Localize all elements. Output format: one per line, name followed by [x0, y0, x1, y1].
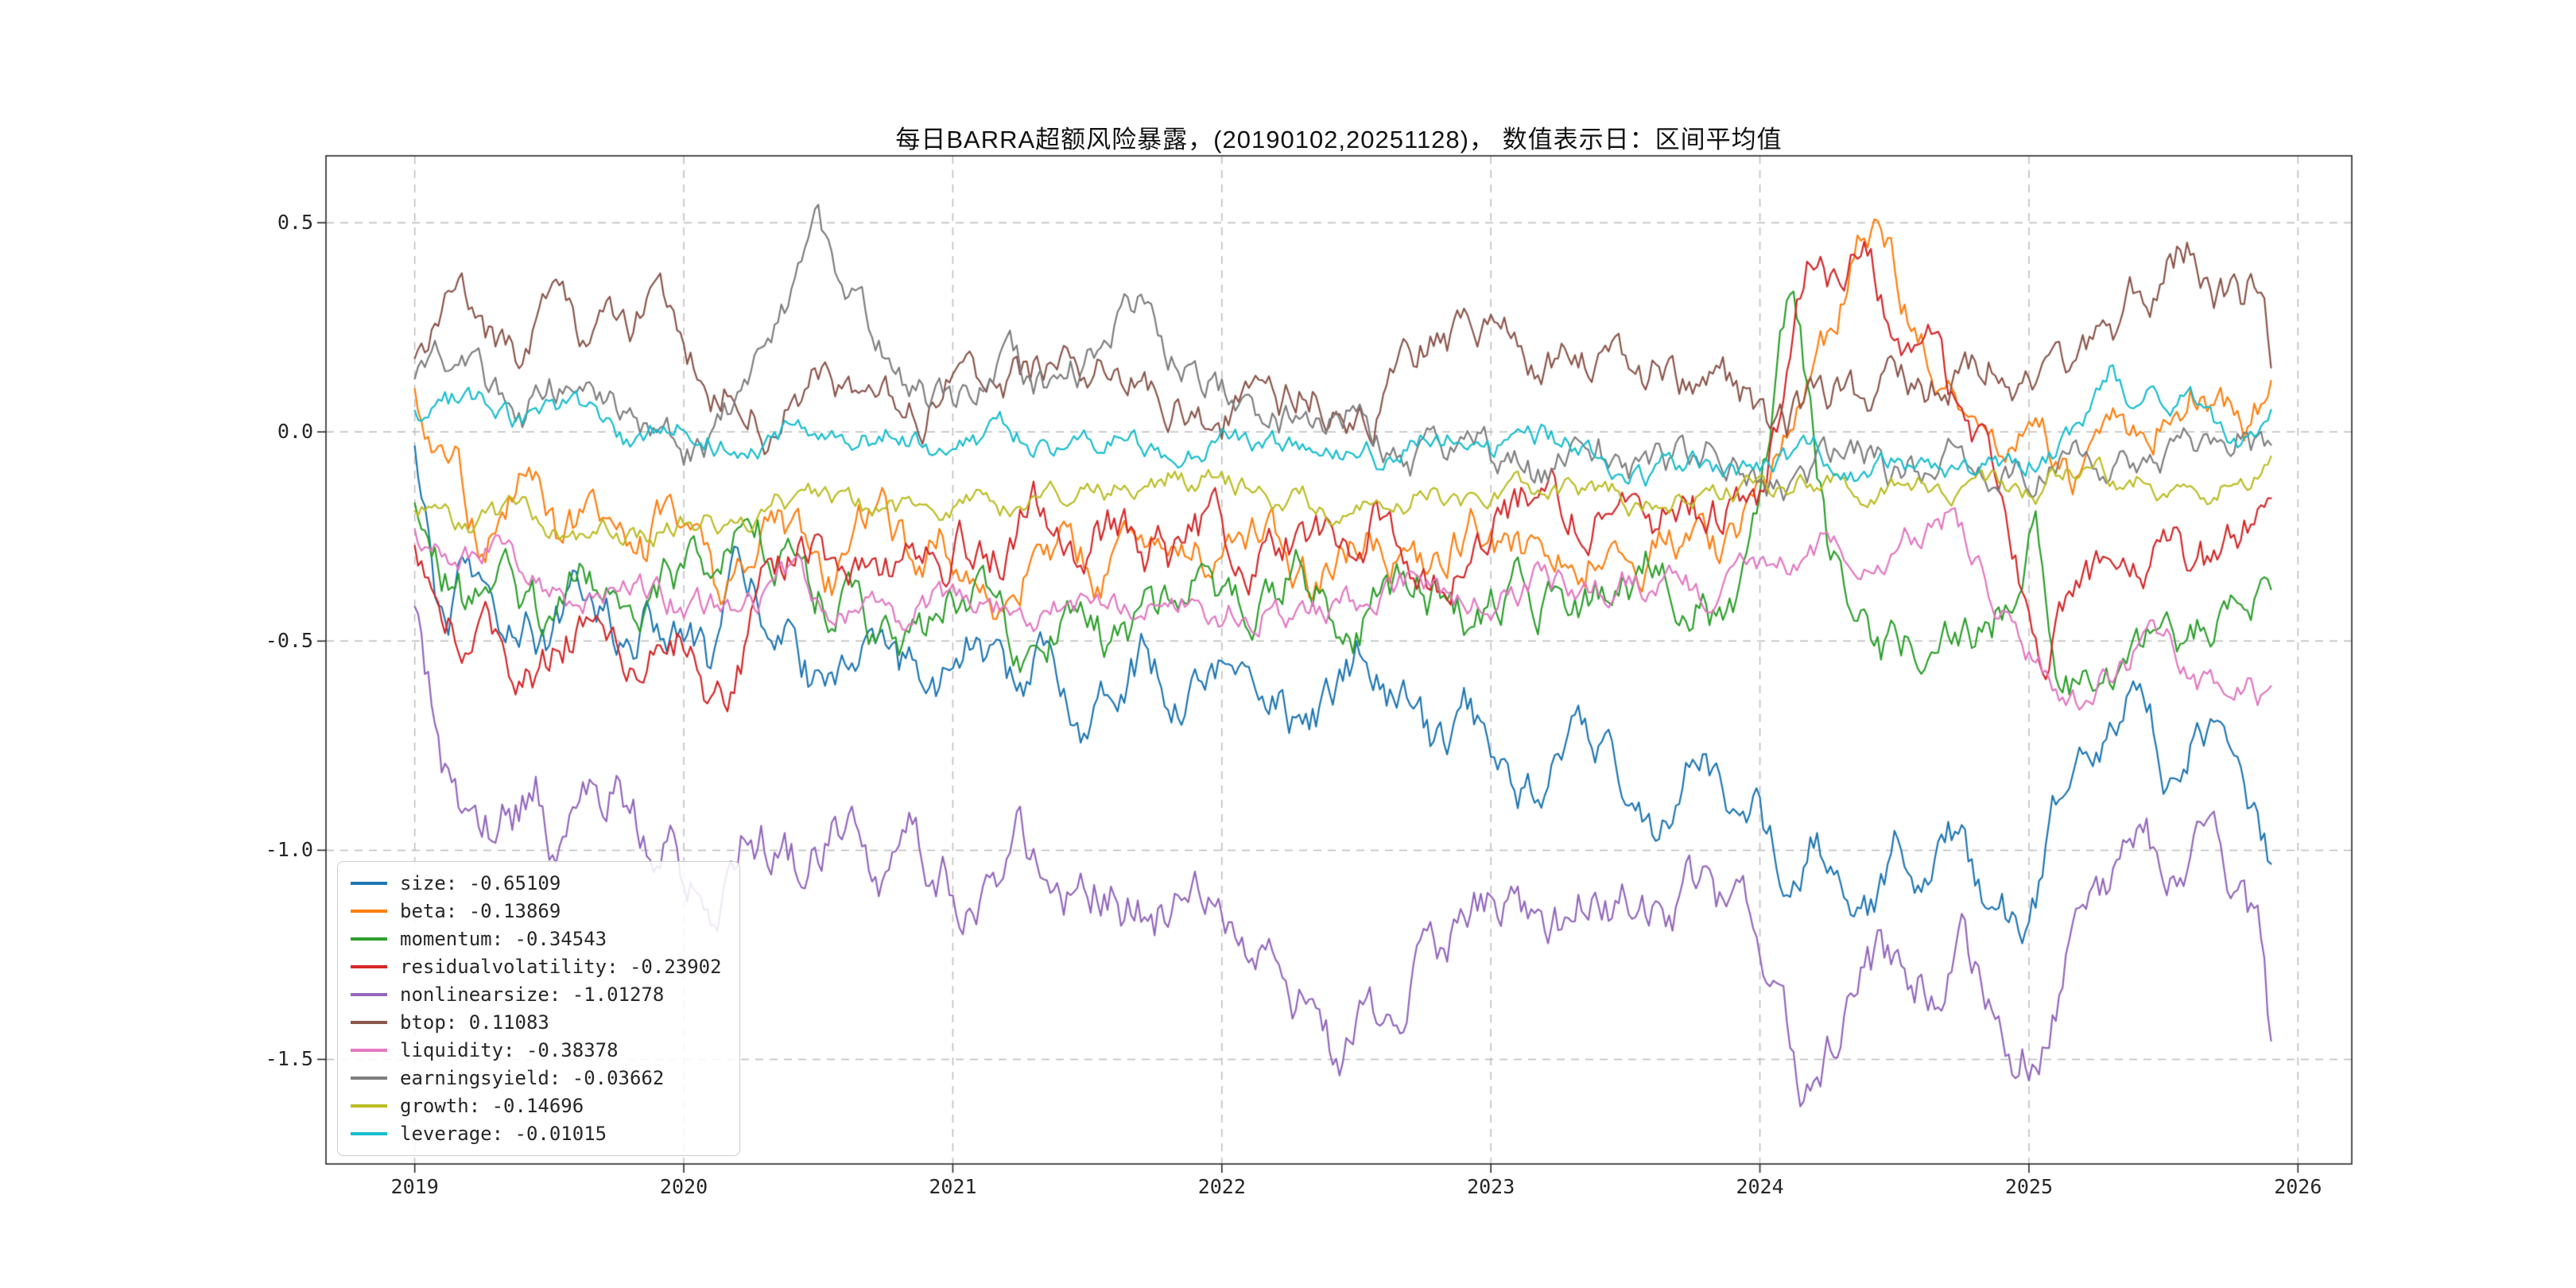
legend-item-size: size: -0.65109 [351, 871, 722, 895]
legend-item-liquidity: liquidity: -0.38378 [351, 1038, 722, 1062]
y-tick-label: 0.0 [277, 420, 313, 444]
legend-line-swatch [351, 1077, 387, 1080]
legend-item-momentum: momentum: -0.34543 [351, 927, 722, 951]
legend-item-earningsyield: earningsyield: -0.03662 [351, 1066, 722, 1090]
legend-label: leverage: -0.01015 [400, 1123, 607, 1145]
y-tick-label: -0.5 [265, 629, 313, 653]
y-tick-label: -1.0 [265, 838, 313, 862]
legend-line-swatch [351, 1104, 387, 1108]
legend-label: beta: -0.13869 [400, 900, 561, 922]
chart-title: 每日BARRA超额风险暴露，(20190102,20251128)， 数值表示日… [895, 126, 1783, 153]
legend-item-beta: beta: -0.13869 [351, 899, 722, 923]
x-tick-label: 2022 [1197, 1175, 1246, 1198]
legend-label: nonlinearsize: -1.01278 [400, 983, 665, 1006]
legend-line-swatch [351, 965, 387, 968]
legend-label: size: -0.65109 [400, 872, 561, 894]
legend-line-swatch [351, 910, 387, 913]
legend-item-growth: growth: -0.14696 [351, 1094, 722, 1118]
x-tick-label: 2021 [929, 1175, 977, 1198]
legend-item-residualvolatility: residualvolatility: -0.23902 [351, 955, 722, 979]
legend: size: -0.65109 beta: -0.13869 momentum: -0… [337, 861, 740, 1156]
x-tick-label: 2025 [2004, 1175, 2054, 1198]
legend-label: growth: -0.14696 [400, 1095, 584, 1117]
legend-line-swatch [351, 1021, 387, 1024]
legend-label: momentum: -0.34543 [400, 928, 607, 950]
x-tick-label: 2024 [1736, 1175, 1784, 1198]
x-tick-label: 2026 [2274, 1175, 2322, 1198]
legend-label: earningsyield: -0.03662 [400, 1067, 665, 1089]
y-tick-label: 0.5 [277, 211, 313, 235]
legend-label: btop: 0.11083 [400, 1011, 549, 1034]
legend-line-swatch [351, 882, 387, 885]
legend-item-btop: btop: 0.11083 [351, 1011, 722, 1034]
x-tick-label: 2020 [659, 1175, 708, 1198]
x-tick-label: 2023 [1467, 1175, 1515, 1198]
legend-line-swatch [351, 1049, 387, 1052]
legend-item-nonlinearsize: nonlinearsize: -1.01278 [351, 983, 722, 1007]
legend-line-swatch [351, 937, 387, 941]
legend-line-swatch [351, 1132, 387, 1135]
legend-label: liquidity: -0.38378 [400, 1039, 619, 1061]
y-tick-label: -1.5 [265, 1047, 313, 1071]
x-tick-label: 2019 [390, 1175, 439, 1198]
legend-item-leverage: leverage: -0.01015 [351, 1122, 722, 1146]
legend-label: residualvolatility: -0.23902 [400, 956, 722, 978]
legend-line-swatch [351, 993, 387, 996]
